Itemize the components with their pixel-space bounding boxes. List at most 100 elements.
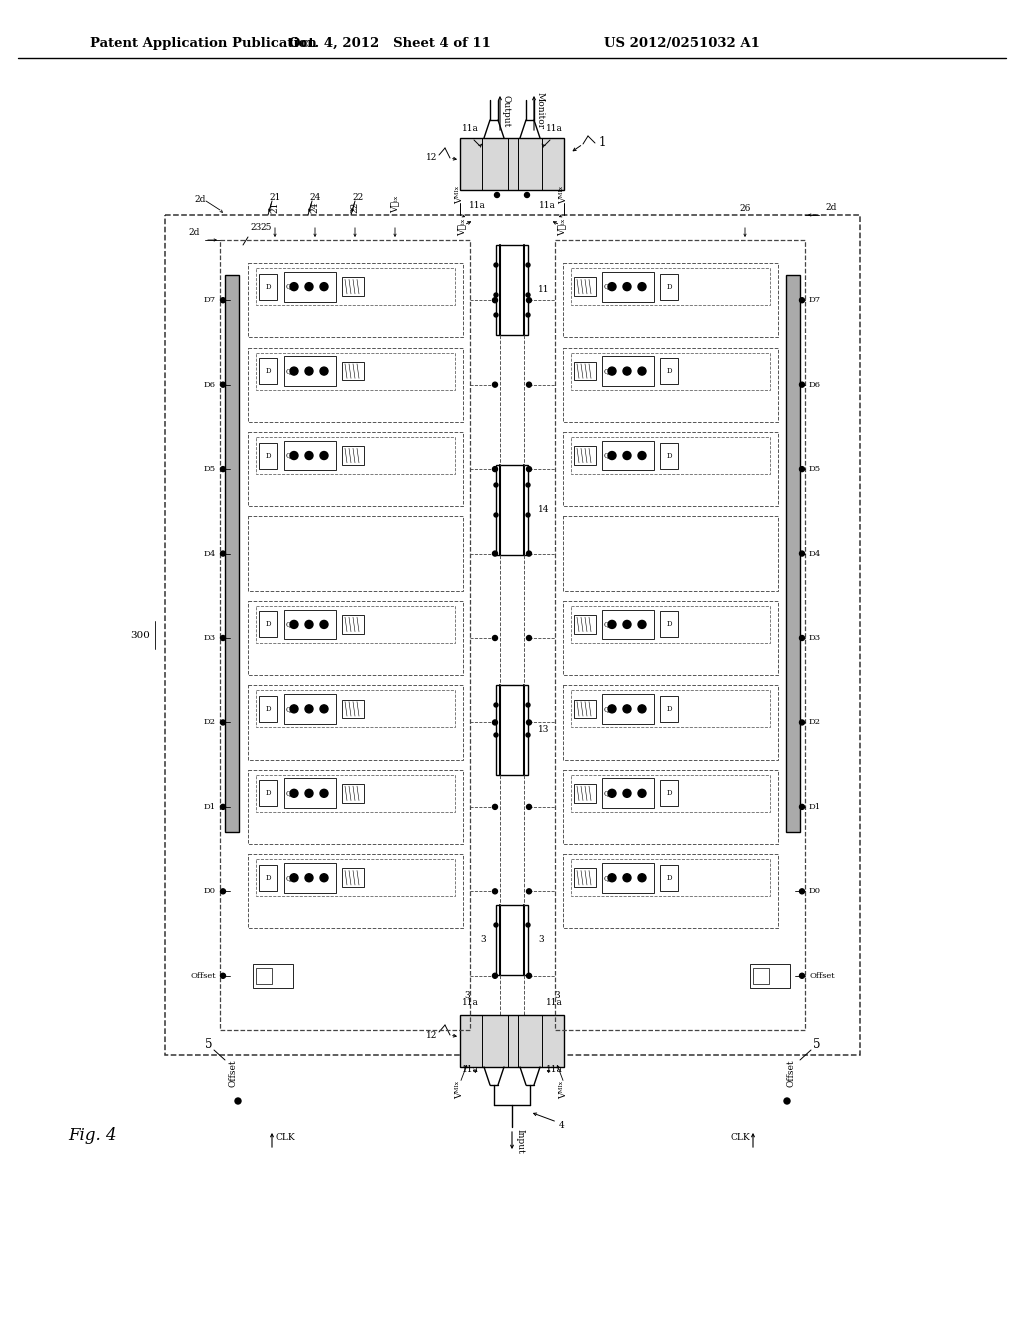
Text: 12: 12 <box>426 1031 437 1040</box>
Text: D5: D5 <box>809 465 821 473</box>
Text: 13: 13 <box>538 726 549 734</box>
Bar <box>284 694 336 723</box>
Text: D0: D0 <box>204 887 216 895</box>
Text: D1: D1 <box>204 803 216 810</box>
Circle shape <box>526 704 530 708</box>
Text: 11a: 11a <box>539 201 555 210</box>
Circle shape <box>234 1098 241 1104</box>
Bar <box>225 276 239 832</box>
Circle shape <box>526 483 530 487</box>
Circle shape <box>319 367 328 375</box>
Text: 23: 23 <box>250 223 261 232</box>
Text: Fig. 4: Fig. 4 <box>68 1126 117 1143</box>
Text: Vᴹᴵˣ: Vᴹᴵˣ <box>559 186 568 205</box>
Text: Offset: Offset <box>787 1059 796 1086</box>
Text: Q: Q <box>286 282 292 290</box>
Bar <box>342 784 364 803</box>
Bar <box>574 615 596 634</box>
Bar <box>574 784 596 803</box>
Circle shape <box>305 451 313 459</box>
Bar <box>555 240 805 1030</box>
Circle shape <box>638 789 646 797</box>
Text: 5: 5 <box>205 1039 212 1052</box>
Text: D: D <box>265 367 270 375</box>
Circle shape <box>305 789 313 797</box>
Text: V₟ᵢₓ: V₟ᵢₓ <box>390 195 399 213</box>
Circle shape <box>800 888 805 894</box>
Circle shape <box>638 874 646 882</box>
Text: Q: Q <box>286 620 292 628</box>
Bar <box>256 775 455 812</box>
Bar <box>574 277 596 296</box>
Bar <box>342 700 364 718</box>
Bar <box>253 964 293 987</box>
Circle shape <box>220 973 225 978</box>
Text: 11: 11 <box>538 285 550 294</box>
Circle shape <box>526 550 531 556</box>
Circle shape <box>290 620 298 628</box>
Text: 11a: 11a <box>546 1065 562 1074</box>
Circle shape <box>526 466 531 471</box>
Bar <box>563 432 778 507</box>
Bar <box>259 865 278 891</box>
Circle shape <box>526 298 531 302</box>
Bar <box>256 690 455 727</box>
Circle shape <box>494 293 498 297</box>
Circle shape <box>524 193 529 198</box>
Circle shape <box>493 383 498 387</box>
Circle shape <box>494 483 498 487</box>
Bar <box>574 362 596 380</box>
Circle shape <box>305 367 313 375</box>
Circle shape <box>220 298 225 302</box>
Text: 2d: 2d <box>188 228 200 238</box>
Text: D3: D3 <box>809 634 821 642</box>
Bar <box>660 865 678 891</box>
Circle shape <box>784 1098 790 1104</box>
Circle shape <box>638 705 646 713</box>
Bar <box>248 770 463 843</box>
Bar <box>571 437 770 474</box>
Text: 22: 22 <box>352 193 364 202</box>
Circle shape <box>608 705 616 713</box>
Text: 11a: 11a <box>462 124 478 133</box>
Text: 3: 3 <box>480 936 486 945</box>
Bar <box>563 685 778 759</box>
Circle shape <box>305 620 313 628</box>
Bar <box>248 263 463 338</box>
Circle shape <box>305 874 313 882</box>
Bar <box>496 246 528 335</box>
Bar <box>602 779 654 808</box>
Text: Q: Q <box>604 789 609 797</box>
Bar <box>284 441 336 470</box>
Circle shape <box>319 620 328 628</box>
Circle shape <box>800 973 805 978</box>
Text: D5: D5 <box>204 465 216 473</box>
Circle shape <box>800 804 805 809</box>
Text: Offset: Offset <box>809 972 835 979</box>
Circle shape <box>220 635 225 640</box>
Text: D: D <box>265 620 270 628</box>
Text: 11a: 11a <box>469 201 485 210</box>
Bar <box>256 859 455 896</box>
Text: Patent Application Publication: Patent Application Publication <box>90 37 316 49</box>
Text: Oct. 4, 2012   Sheet 4 of 11: Oct. 4, 2012 Sheet 4 of 11 <box>289 37 490 49</box>
Bar <box>660 442 678 469</box>
Bar <box>602 356 654 385</box>
Circle shape <box>526 263 530 267</box>
Bar <box>496 685 528 775</box>
Circle shape <box>494 704 498 708</box>
Bar <box>753 968 769 983</box>
Bar <box>248 347 463 422</box>
Circle shape <box>526 293 530 297</box>
Text: D0: D0 <box>809 887 821 895</box>
Text: Q: Q <box>604 705 609 713</box>
Circle shape <box>608 620 616 628</box>
Circle shape <box>526 733 530 737</box>
Circle shape <box>526 888 531 894</box>
Text: D6: D6 <box>809 380 821 388</box>
Bar <box>284 272 336 301</box>
Text: Q: Q <box>286 705 292 713</box>
Circle shape <box>800 719 805 725</box>
Circle shape <box>220 888 225 894</box>
Text: Q: Q <box>604 451 609 459</box>
